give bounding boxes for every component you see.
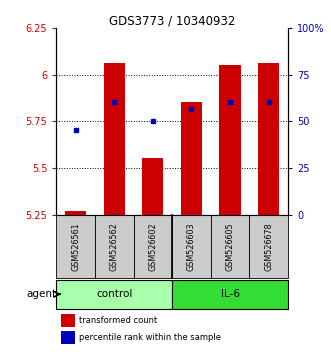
Bar [61,331,75,344]
Bar [211,215,249,278]
Bar [104,63,125,215]
Text: agent: agent [26,289,56,299]
Bar [249,215,288,278]
Bar [172,280,288,309]
Text: GSM526561: GSM526561 [71,222,80,271]
Text: GSM526603: GSM526603 [187,222,196,271]
Text: GSM526562: GSM526562 [110,222,119,271]
Bar [219,65,241,215]
Bar [133,215,172,278]
Bar [56,280,172,309]
Bar [95,215,133,278]
Bar [258,63,279,215]
Text: GSM526605: GSM526605 [225,222,235,271]
Text: transformed count: transformed count [79,316,158,325]
Text: GSM526678: GSM526678 [264,222,273,271]
Title: GDS3773 / 10340932: GDS3773 / 10340932 [109,14,235,27]
Bar [172,215,211,278]
Bar [65,211,86,215]
Bar [56,215,95,278]
Text: IL-6: IL-6 [220,289,240,299]
Text: percentile rank within the sample: percentile rank within the sample [79,333,221,342]
Bar [61,314,75,327]
Bar [181,102,202,215]
Bar [142,158,164,215]
Text: GSM526602: GSM526602 [148,222,157,271]
Text: control: control [96,289,132,299]
